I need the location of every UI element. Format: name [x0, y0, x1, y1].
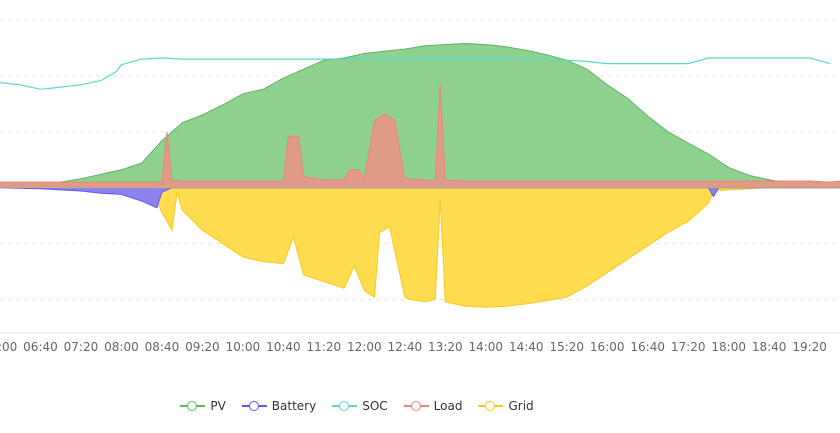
legend-swatch-pv-icon [180, 399, 206, 413]
series-area-pv [0, 43, 840, 188]
series-line-battery [0, 187, 840, 209]
series-line-grid [0, 187, 840, 308]
legend-swatch-battery-icon [241, 399, 267, 413]
legend-item-soc[interactable]: SOC [332, 399, 388, 413]
x-tick-label: 07:20 [64, 340, 99, 354]
series-line-soc [0, 57, 831, 90]
legend-swatch-load-icon [403, 399, 429, 413]
x-tick-label: 18:40 [752, 340, 787, 354]
x-tick-label: 16:00 [590, 340, 625, 354]
x-tick-label: 14:40 [509, 340, 544, 354]
x-tick-label: 18:00 [711, 340, 746, 354]
legend-swatch-soc-icon [332, 399, 358, 413]
legend-label-battery: Battery [271, 399, 317, 413]
x-tick-label: 08:00 [104, 340, 139, 354]
x-tick-label: 06:40 [23, 340, 58, 354]
x-tick-label: 11:20 [307, 340, 342, 354]
x-tick-label: 16:40 [630, 340, 665, 354]
series-area-battery [0, 187, 840, 208]
chart-x-axis: 06:00 06:40 07:20 08:00 08:40 09:20 10:00 10:40… [0, 340, 827, 354]
legend-swatch-grid-icon [478, 399, 504, 413]
chart-legend: PV Battery SOC Load Grid [0, 396, 714, 416]
series-area-grid [0, 187, 840, 308]
legend-item-load[interactable]: Load [403, 399, 463, 413]
x-tick-label: 12:40 [388, 340, 423, 354]
x-tick-label: 08:40 [145, 340, 180, 354]
x-tick-label: 10:00 [226, 340, 261, 354]
x-tick-label: 09:20 [185, 340, 220, 354]
series-line-load [0, 84, 840, 183]
legend-label-soc: SOC [362, 399, 388, 413]
legend-item-battery[interactable]: Battery [241, 399, 317, 413]
legend-label-load: Load [433, 399, 463, 413]
x-tick-label: 19:20 [792, 340, 827, 354]
x-tick-label: 14:00 [468, 340, 503, 354]
legend-label-pv: PV [210, 399, 226, 413]
legend-item-grid[interactable]: Grid [478, 399, 534, 413]
legend-item-pv[interactable]: PV [180, 399, 226, 413]
x-tick-label: 17:20 [671, 340, 706, 354]
chart-series [0, 42, 840, 308]
x-tick-label: 12:00 [347, 340, 382, 354]
series-line-pv [0, 42, 840, 189]
legend-label-grid: Grid [508, 399, 534, 413]
x-tick-label: 06:00 [0, 340, 17, 354]
x-tick-label: 15:20 [549, 340, 584, 354]
x-tick-label: 13:20 [428, 340, 463, 354]
x-tick-label: 10:40 [266, 340, 301, 354]
